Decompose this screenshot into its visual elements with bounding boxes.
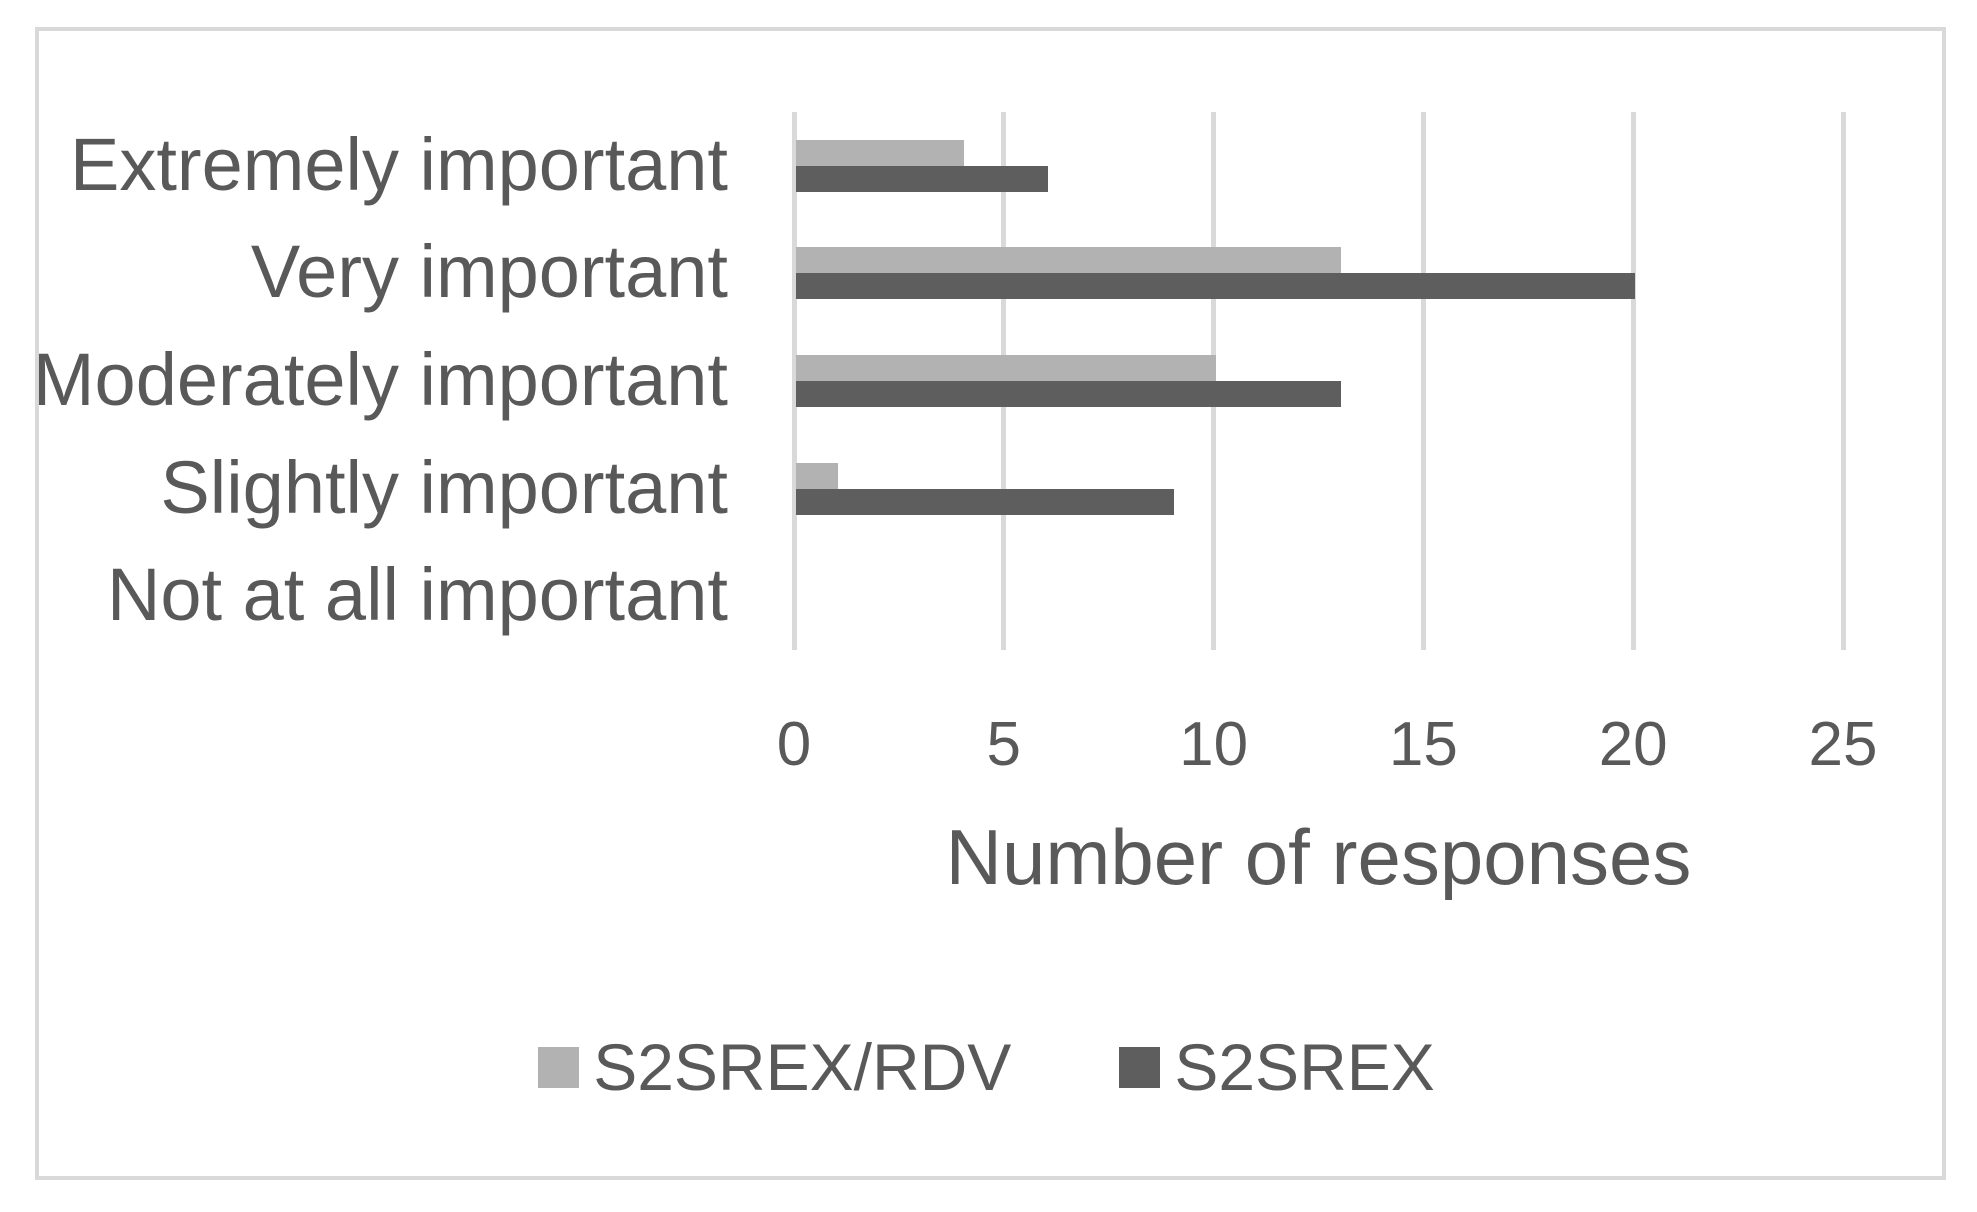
category-label: Very important — [250, 230, 728, 314]
x-axis-tick-label: 5 — [986, 710, 1022, 779]
x-axis-title: Number of responses — [945, 813, 1692, 901]
gridline — [1630, 112, 1636, 650]
category-label: Moderately important — [32, 338, 728, 421]
x-axis-tick-label: 10 — [1179, 710, 1249, 779]
legend: S2SREX/RDV S2SREX — [35, 1030, 1938, 1104]
bar-s2srex — [796, 381, 1342, 407]
legend-marker-icon — [538, 1046, 580, 1088]
bar-s2srex-rdv — [796, 139, 964, 166]
legend-item-s2srex-rdv: S2SREX/RDV — [538, 1034, 1011, 1100]
gridline — [1420, 112, 1426, 650]
legend-marker-icon — [1119, 1046, 1161, 1088]
bar-s2srex — [796, 273, 1636, 300]
legend-label: S2SREX — [1174, 1030, 1435, 1104]
gridline — [791, 112, 797, 650]
bar-s2srex-rdv — [796, 355, 1216, 381]
chart-border — [35, 27, 1946, 1180]
x-axis-tick-label: 15 — [1388, 710, 1458, 779]
legend-item-s2srex: S2SREX — [1119, 1030, 1435, 1104]
x-axis-tick-label: 25 — [1808, 710, 1878, 779]
bar-s2srex — [796, 488, 1174, 515]
category-label: Slightly important — [160, 445, 728, 529]
bar-s2srex-rdv — [796, 462, 838, 489]
bar-s2srex — [796, 165, 1048, 192]
x-axis-tick-label: 0 — [776, 710, 812, 779]
x-axis-tick-label: 20 — [1598, 710, 1668, 779]
category-label: Extremely important — [70, 122, 728, 206]
gridline — [1840, 112, 1846, 650]
category-label: Not at all important — [106, 553, 728, 637]
bar-s2srex-rdv — [796, 247, 1342, 274]
legend-label: S2SREX/RDV — [593, 1030, 1012, 1104]
